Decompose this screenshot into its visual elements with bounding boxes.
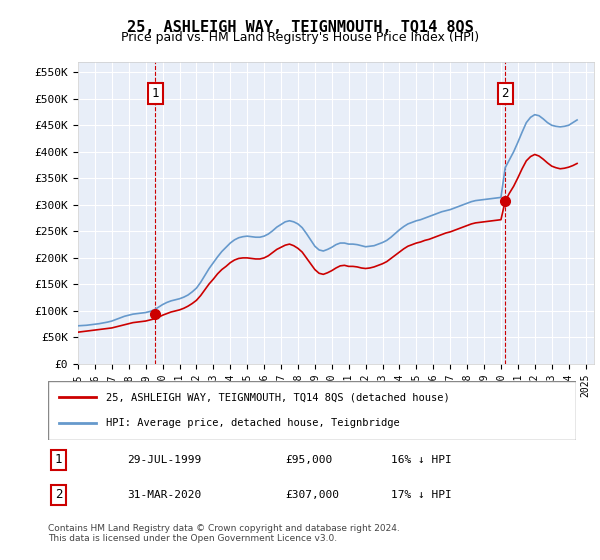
Text: 17% ↓ HPI: 17% ↓ HPI bbox=[391, 490, 452, 500]
Text: £307,000: £307,000 bbox=[286, 490, 340, 500]
Text: 25, ASHLEIGH WAY, TEIGNMOUTH, TQ14 8QS: 25, ASHLEIGH WAY, TEIGNMOUTH, TQ14 8QS bbox=[127, 20, 473, 35]
Text: 1: 1 bbox=[152, 87, 159, 100]
Text: 31-MAR-2020: 31-MAR-2020 bbox=[127, 490, 202, 500]
Text: £95,000: £95,000 bbox=[286, 455, 333, 465]
Text: 1: 1 bbox=[55, 454, 62, 466]
Text: 2: 2 bbox=[55, 488, 62, 501]
Text: 29-JUL-1999: 29-JUL-1999 bbox=[127, 455, 202, 465]
Text: HPI: Average price, detached house, Teignbridge: HPI: Average price, detached house, Teig… bbox=[106, 418, 400, 428]
Text: 25, ASHLEIGH WAY, TEIGNMOUTH, TQ14 8QS (detached house): 25, ASHLEIGH WAY, TEIGNMOUTH, TQ14 8QS (… bbox=[106, 392, 450, 402]
Text: Contains HM Land Registry data © Crown copyright and database right 2024.
This d: Contains HM Land Registry data © Crown c… bbox=[48, 524, 400, 543]
Text: Price paid vs. HM Land Registry's House Price Index (HPI): Price paid vs. HM Land Registry's House … bbox=[121, 31, 479, 44]
FancyBboxPatch shape bbox=[48, 381, 576, 440]
Text: 16% ↓ HPI: 16% ↓ HPI bbox=[391, 455, 452, 465]
Text: 2: 2 bbox=[502, 87, 509, 100]
